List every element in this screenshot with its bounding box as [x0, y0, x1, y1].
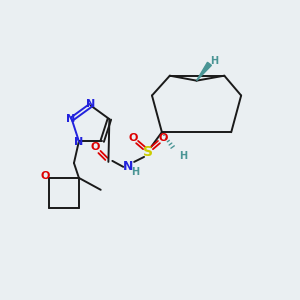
- Text: N: N: [74, 137, 83, 147]
- Text: S: S: [143, 145, 153, 159]
- Text: O: O: [91, 142, 100, 152]
- Text: H: H: [131, 167, 139, 177]
- Text: N: N: [123, 160, 134, 173]
- Polygon shape: [196, 62, 211, 81]
- Text: O: O: [158, 133, 168, 143]
- Text: N: N: [66, 114, 75, 124]
- Text: N: N: [86, 99, 95, 110]
- Text: O: O: [128, 133, 138, 143]
- Text: H: H: [210, 56, 218, 66]
- Text: O: O: [40, 171, 50, 181]
- Text: H: H: [178, 151, 187, 161]
